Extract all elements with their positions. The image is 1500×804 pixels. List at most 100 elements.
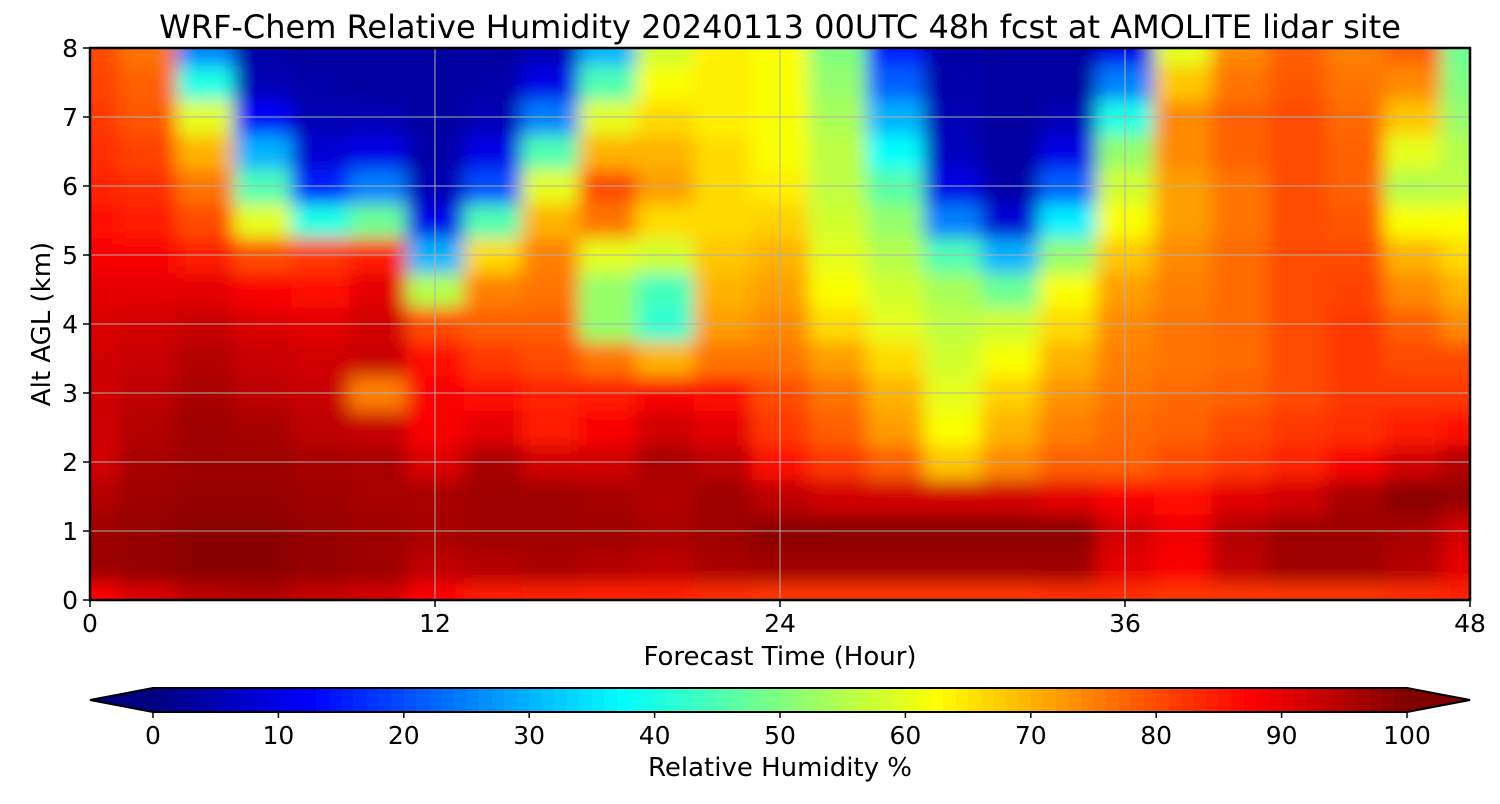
heatmap-cell: [233, 65, 293, 101]
colorbar-segment: [165, 688, 179, 712]
heatmap-cell: [1038, 65, 1098, 101]
chart-title: WRF-Chem Relative Humidity 20240113 00UT…: [159, 8, 1401, 46]
colorbar-segment: [1244, 688, 1258, 712]
heatmap-cell: [693, 341, 753, 377]
heatmap-cell: [1383, 134, 1443, 170]
heatmap-cell: [118, 548, 178, 584]
heatmap-cell: [291, 479, 350, 515]
heatmap-cell: [981, 48, 1040, 67]
heatmap-cell: [1153, 548, 1213, 584]
heatmap-cell: [291, 134, 350, 170]
heatmap-cell: [90, 341, 120, 377]
heatmap-cell: [578, 548, 638, 584]
x-tick-label: 0: [82, 609, 98, 638]
colorbar-tick-label: 20: [388, 721, 420, 750]
heatmap-cell: [923, 65, 983, 101]
heatmap-cell: [1268, 479, 1328, 515]
colorbar-tick-label: 10: [262, 721, 294, 750]
heatmap-cell: [808, 48, 868, 67]
heatmap-cell: [981, 479, 1040, 515]
colorbar-segment: [780, 688, 794, 712]
heatmap-cell: [1268, 548, 1328, 584]
colorbar-segment: [1143, 688, 1157, 712]
heatmap-cell: [866, 410, 925, 446]
heatmap-cell: [578, 203, 638, 239]
heatmap-cell: [578, 582, 638, 600]
heatmap-cell: [578, 65, 638, 101]
heatmap-cell: [348, 582, 408, 600]
heatmap-cell: [176, 582, 235, 600]
colorbar-segment: [1168, 688, 1182, 712]
heatmap-cell: [118, 479, 178, 515]
heatmap-cell: [866, 548, 925, 584]
heatmap-cell: [578, 341, 638, 377]
heatmap-cell: [578, 479, 638, 515]
colorbar-segment: [240, 688, 254, 712]
colorbar-segment: [1344, 688, 1358, 712]
heatmap-cell: [1153, 48, 1213, 67]
colorbar-ticks: 0 10 20 30 40 50 60 70 80 90 100: [145, 712, 1431, 750]
colorbar-segment: [905, 688, 919, 712]
heatmap-cell: [1326, 65, 1385, 101]
heatmap-cell: [693, 479, 753, 515]
heatmap-cell: [1038, 582, 1098, 600]
colorbar-segment: [479, 688, 493, 712]
colorbar-segment: [704, 688, 718, 712]
heatmap-cell: [233, 341, 293, 377]
heatmap-cell: [233, 48, 293, 67]
heatmap-cell: [90, 272, 120, 308]
colorbar-segment: [153, 688, 167, 712]
heatmap-cell: [1268, 272, 1328, 308]
heatmap-cell: [981, 65, 1040, 101]
colorbar-segment: [1106, 688, 1120, 712]
heatmap-cell: [1038, 48, 1098, 67]
heatmap-cell: [463, 341, 523, 377]
colorbar-segment: [955, 688, 969, 712]
heatmap-cell: [463, 134, 523, 170]
colorbar-segment: [178, 688, 192, 712]
colorbar-segment: [917, 688, 931, 712]
heatmap-cell: [1326, 479, 1385, 515]
heatmap-cell: [521, 341, 580, 377]
colorbar-segment: [1319, 688, 1333, 712]
y-tick-label: 0: [62, 586, 78, 615]
heatmap-cell: [176, 410, 235, 446]
heatmap-cell: [923, 134, 983, 170]
grid-lines: [90, 48, 1470, 600]
heatmap-cell: [808, 582, 868, 600]
heatmap-cell: [348, 410, 408, 446]
heatmap-cell: [923, 272, 983, 308]
heatmap-cell: [90, 582, 120, 600]
colorbar-extend-high: [1407, 688, 1470, 712]
heatmap-cell: [521, 272, 580, 308]
heatmap-cell: [176, 479, 235, 515]
heatmap-cell: [1038, 203, 1098, 239]
colorbar-segment: [203, 688, 217, 712]
heatmap-cell: [636, 272, 695, 308]
heatmap-cell: [1383, 582, 1443, 600]
heatmap-cell: [808, 479, 868, 515]
heatmap-cell: [1383, 548, 1443, 584]
colorbar-segment: [792, 688, 806, 712]
x-axis-ticks: 0 12 24 36 48: [82, 600, 1486, 638]
heatmap-cell: [463, 548, 523, 584]
heatmap-cell: [291, 203, 350, 239]
colorbar-tick-label: 100: [1383, 721, 1431, 750]
heatmap-cell: [1153, 134, 1213, 170]
heatmap-cell: [1153, 479, 1213, 515]
heatmap-cell: [1441, 341, 1470, 377]
heatmap-cell: [1268, 65, 1328, 101]
heatmap-cell: [118, 48, 178, 67]
heatmap-cell: [1326, 134, 1385, 170]
colorbar-segment: [1081, 688, 1095, 712]
y-tick-label: 1: [62, 517, 78, 546]
heatmap-cell: [1326, 341, 1385, 377]
heatmap-cell: [693, 203, 753, 239]
colorbar-segment: [1018, 688, 1032, 712]
heatmap-cell: [118, 341, 178, 377]
colorbar-segment: [190, 688, 204, 712]
colorbar-segment: [541, 688, 555, 712]
y-tick-label: 5: [62, 241, 78, 270]
colorbar-segment: [554, 688, 568, 712]
heatmap-cell: [923, 341, 983, 377]
